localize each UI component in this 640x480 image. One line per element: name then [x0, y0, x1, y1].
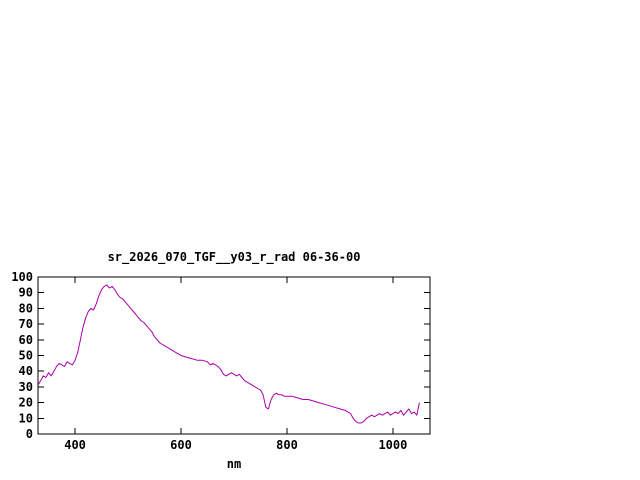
plot-border	[37, 276, 431, 435]
chart-title: sr_2026_070_TGF__y03_r_rad 06-36-00	[107, 250, 361, 264]
y-tick-label: 60	[19, 333, 33, 347]
x-tick-label: 800	[276, 438, 298, 452]
y-tick-label: 30	[19, 380, 33, 394]
y-tick-label: 10	[19, 411, 33, 425]
y-tick-label: 80	[19, 301, 33, 315]
x-axis-label: nm	[226, 457, 242, 471]
y-tick-label: 50	[19, 349, 33, 363]
y-tick-label: 70	[19, 317, 33, 331]
spectral-curve	[37, 284, 420, 424]
x-tick-label: 1000	[378, 438, 407, 452]
y-tick-label: 20	[19, 396, 33, 410]
y-tick-label: 90	[19, 286, 33, 300]
y-tick-label: 40	[19, 364, 33, 378]
y-tick-label: 100	[11, 270, 33, 284]
x-tick-label: 400	[64, 438, 86, 452]
x-tick-label: 600	[170, 438, 192, 452]
y-tick-label: 0	[26, 427, 33, 441]
